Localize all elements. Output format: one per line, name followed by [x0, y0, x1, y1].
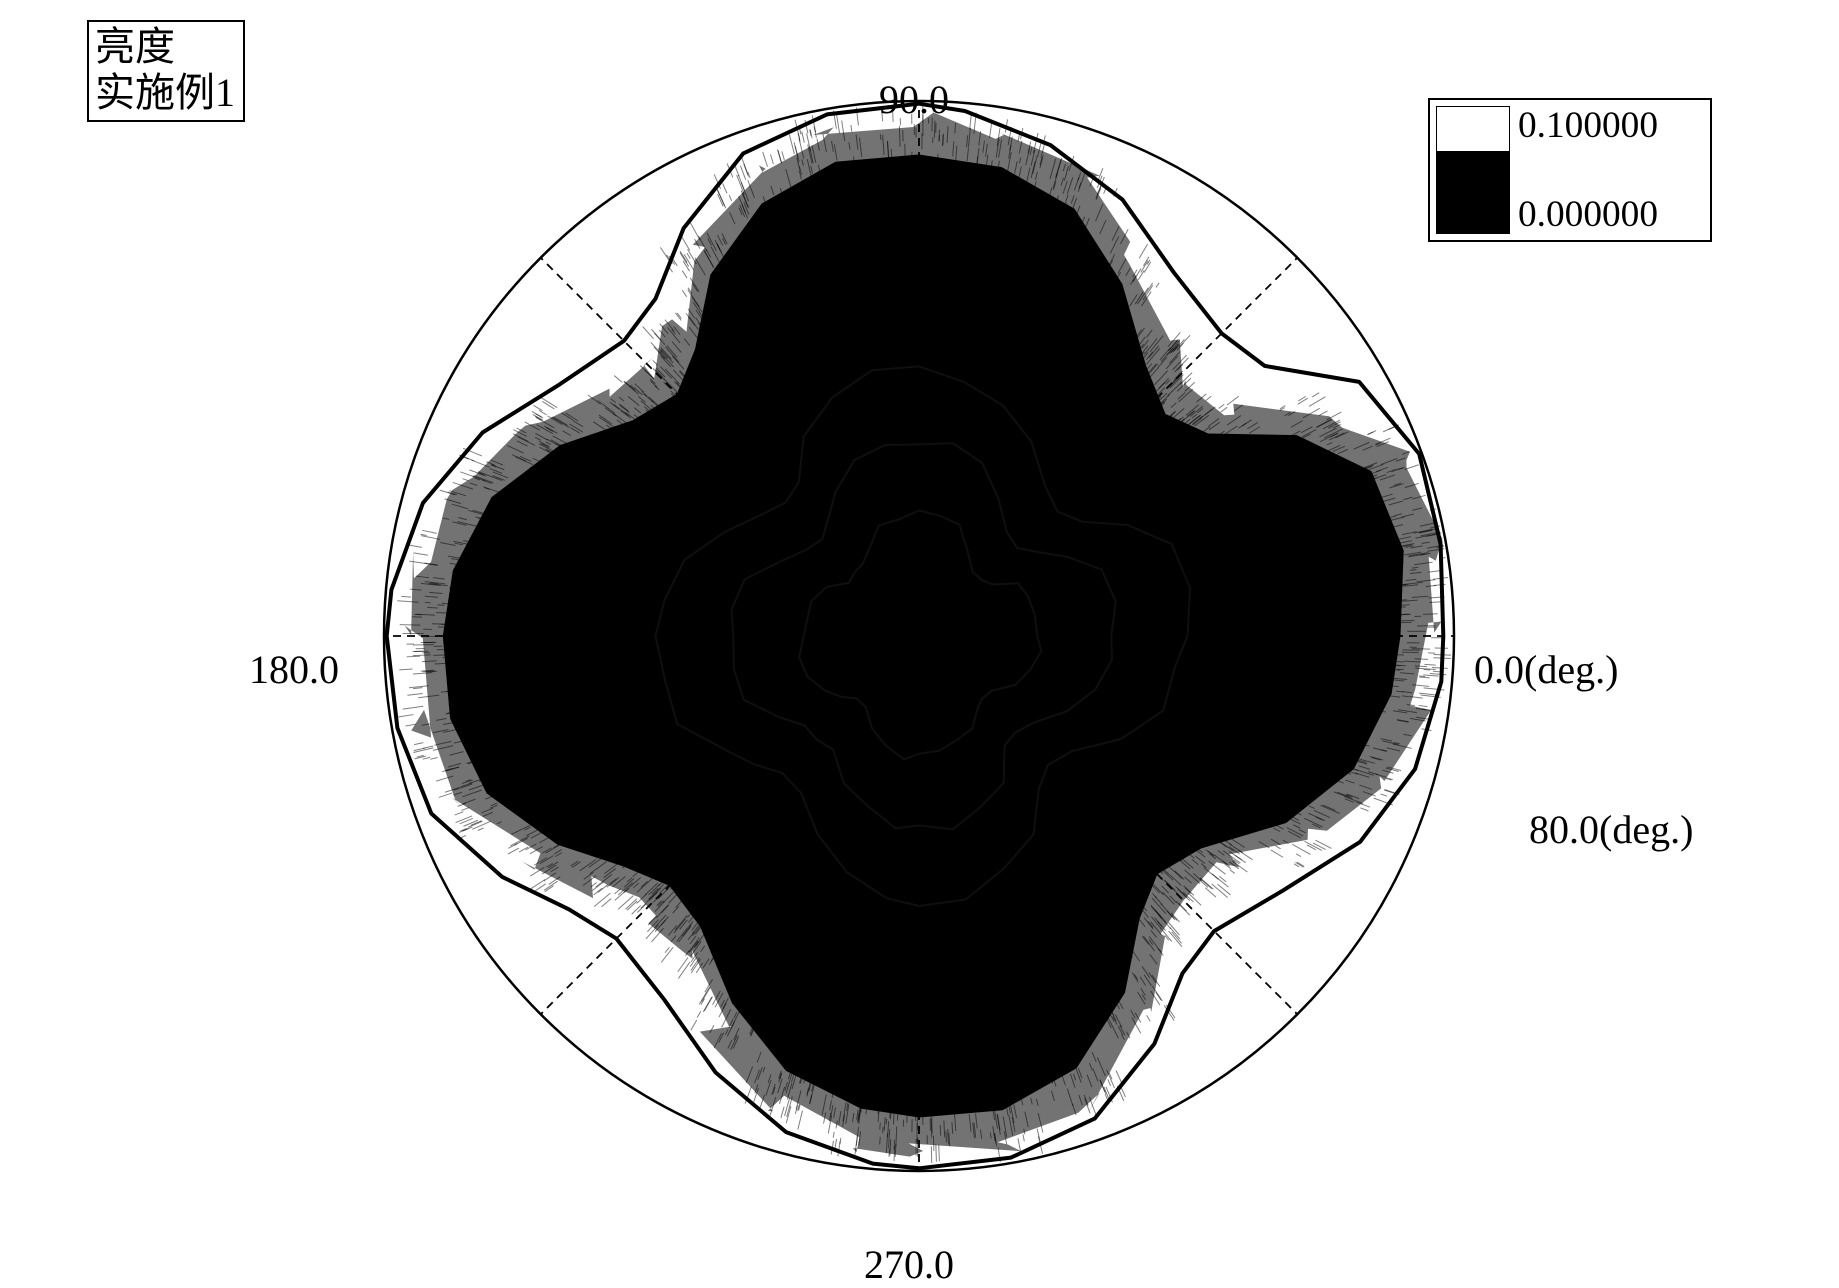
axis-label-right: 0.0(deg.)	[1474, 646, 1618, 693]
axis-label-top: 90.0	[879, 76, 949, 123]
polar-chart	[0, 0, 1839, 1275]
page-root: 亮度 实施例1 0.100000 0.000000 90.0 0.0(deg.)…	[0, 0, 1839, 1275]
axis-label-bottom: 270.0	[864, 1241, 954, 1288]
axis-label-left: 180.0	[249, 646, 339, 693]
axis-label-radial: 80.0(deg.)	[1529, 806, 1693, 853]
